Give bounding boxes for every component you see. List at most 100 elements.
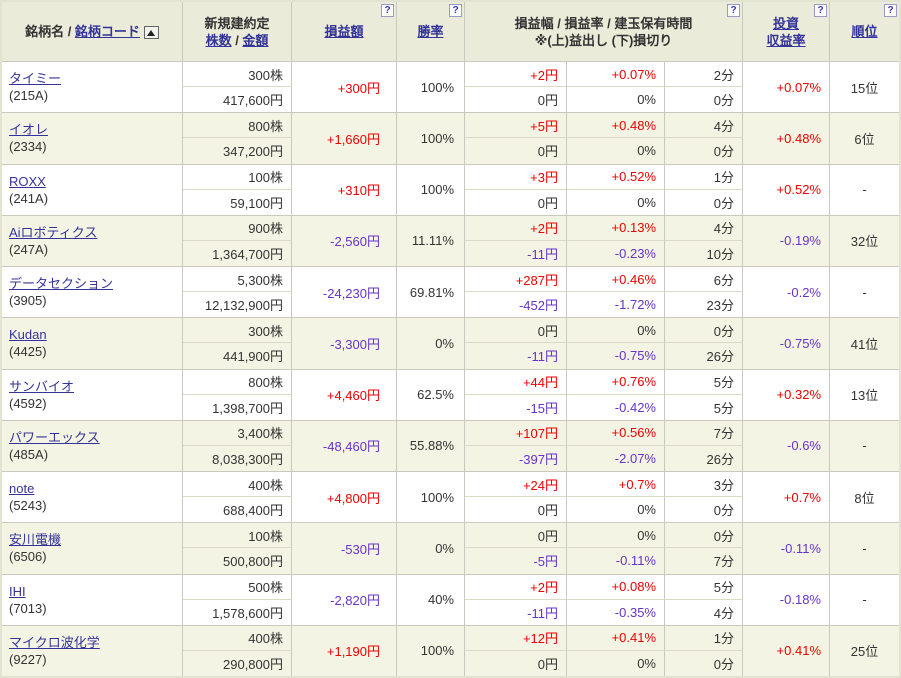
header-rank-sort-link[interactable]: 順位 [851,24,878,39]
profit-rate-value: +0.48% [567,113,665,139]
stock-name-link[interactable]: タイミー [9,71,62,87]
sort-ascending-button[interactable] [143,26,159,40]
amount-value: 688,400円 [183,497,292,523]
amount-value: 290,800円 [183,650,292,676]
loss-rate-value: -2.07% [567,445,665,471]
stock-name-cell: Kudan (4425) [2,318,183,369]
stock-code: (485A) [9,446,49,462]
profit-holding-time-value: 6分 [665,267,743,293]
roi-value: +0.7% [743,472,830,523]
pl-amount-value: +1,190円 [292,625,397,676]
stock-name-cell: パワーエックス (485A) [2,420,183,471]
help-icon[interactable]: ? [814,4,827,17]
header-name-label: 銘柄名 [25,24,65,39]
stock-name-link[interactable]: データセクション [9,276,114,292]
rank-value: - [862,592,867,608]
header-shares-amount-sep: / [231,32,243,48]
header-new-position: 新規建約定 株数 / 金額 [183,2,292,61]
profit-holding-time-value: 0分 [665,523,743,549]
profit-rate-value: +0.46% [567,267,665,293]
stock-name-cell: IHI (7013) [2,574,183,625]
help-icon[interactable]: ? [727,4,740,17]
pl-amount-value: -3,300円 [292,318,397,369]
header-shares-sort-link[interactable]: 株数 [205,32,232,48]
profit-rate-value: +0.07% [567,62,665,88]
sort-up-icon [147,29,156,36]
profit-width-value: +2円 [465,62,567,88]
table-row: タイミー (215A) 300株 417,600円 +300円 100% +2円… [2,61,899,113]
table-row: note (5243) 400株 688,400円 +4,800円 100% +… [2,471,899,523]
amount-value: 59,100円 [183,189,292,215]
loss-holding-time-value: 0分 [665,497,743,523]
rank-value: 13位 [850,388,879,404]
rank-value: 15位 [850,80,879,96]
pl-amount-value: -2,820円 [292,574,397,625]
help-icon[interactable]: ? [449,4,462,17]
stock-name-link[interactable]: Aiロボティクス [9,224,98,240]
table-row: ROXX (241A) 100株 59,100円 +310円 100% +3円 … [2,163,899,215]
stock-name-link[interactable]: Kudan [9,327,47,343]
stock-name-link[interactable]: 安川電機 [9,532,62,548]
rank-value: 25位 [850,644,879,660]
winrate-value: 11.11% [397,215,465,266]
pl-amount-value: +300円 [292,62,397,113]
stock-name-link[interactable]: マイクロ波化学 [9,634,100,650]
rank-value: - [862,284,867,300]
help-icon[interactable]: ? [884,4,897,17]
shares-value: 3,400株 [183,420,292,446]
pl-amount-value: +310円 [292,164,397,215]
stock-name-link[interactable]: ROXX [9,173,46,189]
profit-width-value: +2円 [465,574,567,600]
header-amount-sort-link[interactable]: 金額 [242,32,269,48]
loss-holding-time-value: 0分 [665,189,743,215]
roi-value: -0.11% [743,523,830,574]
stock-name-link[interactable]: note [9,481,35,497]
loss-holding-time-value: 7分 [665,548,743,574]
loss-width-value: -397円 [465,445,567,471]
help-icon[interactable]: ? [381,4,394,17]
amount-value: 1,364,700円 [183,240,292,266]
profit-rate-value: 0% [567,318,665,344]
profit-width-value: 0円 [465,523,567,549]
winrate-value: 55.88% [397,420,465,471]
stock-name-link[interactable]: IHI [9,583,26,599]
stock-name-link[interactable]: イオレ [9,122,49,138]
amount-value: 1,398,700円 [183,394,292,420]
loss-rate-value: 0% [567,138,665,164]
roi-value: +0.41% [743,625,830,676]
header-pl: ? 損益額 [292,2,397,61]
profit-holding-time-value: 1分 [665,625,743,651]
header-code-sort-link[interactable]: 銘柄コード [74,24,140,39]
stock-name-link[interactable]: サンバイオ [9,378,75,394]
amount-value: 417,600円 [183,87,292,113]
stock-name-cell: データセクション (3905) [2,267,183,318]
loss-rate-value: -1.72% [567,292,665,318]
shares-value: 800株 [183,113,292,139]
table-row: Kudan (4425) 300株 441,900円 -3,300円 0% 0円… [2,317,899,369]
table-row: Aiロボティクス (247A) 900株 1,364,700円 -2,560円 … [2,214,899,266]
stock-name-link[interactable]: パワーエックス [9,429,100,445]
header-roi-sort-link-line2[interactable]: 収益率 [766,32,806,48]
profit-rate-value: 0% [567,523,665,549]
loss-holding-time-value: 26分 [665,445,743,471]
profit-rate-value: +0.08% [567,574,665,600]
loss-width-value: 0円 [465,189,567,215]
table-row: パワーエックス (485A) 3,400株 8,038,300円 -48,460… [2,419,899,471]
table-row: イオレ (2334) 800株 347,200円 +1,660円 100% +5… [2,112,899,164]
table-row: データセクション (3905) 5,300株 12,132,900円 -24,2… [2,266,899,318]
rank-value: - [862,438,867,454]
winrate-value: 0% [397,523,465,574]
amount-value: 500,800円 [183,548,292,574]
pl-amount-value: -48,460円 [292,420,397,471]
loss-holding-time-value: 0分 [665,650,743,676]
loss-rate-value: 0% [567,497,665,523]
loss-holding-time-value: 10分 [665,240,743,266]
loss-rate-value: 0% [567,650,665,676]
header-roi-sort-link[interactable]: 投資 [772,15,799,31]
header-pl-sort-link[interactable]: 損益額 [324,24,364,39]
profit-width-value: +24円 [465,472,567,498]
stock-name-cell: マイクロ波化学 (9227) [2,625,183,676]
header-winrate-sort-link[interactable]: 勝率 [417,24,444,39]
shares-value: 500株 [183,574,292,600]
